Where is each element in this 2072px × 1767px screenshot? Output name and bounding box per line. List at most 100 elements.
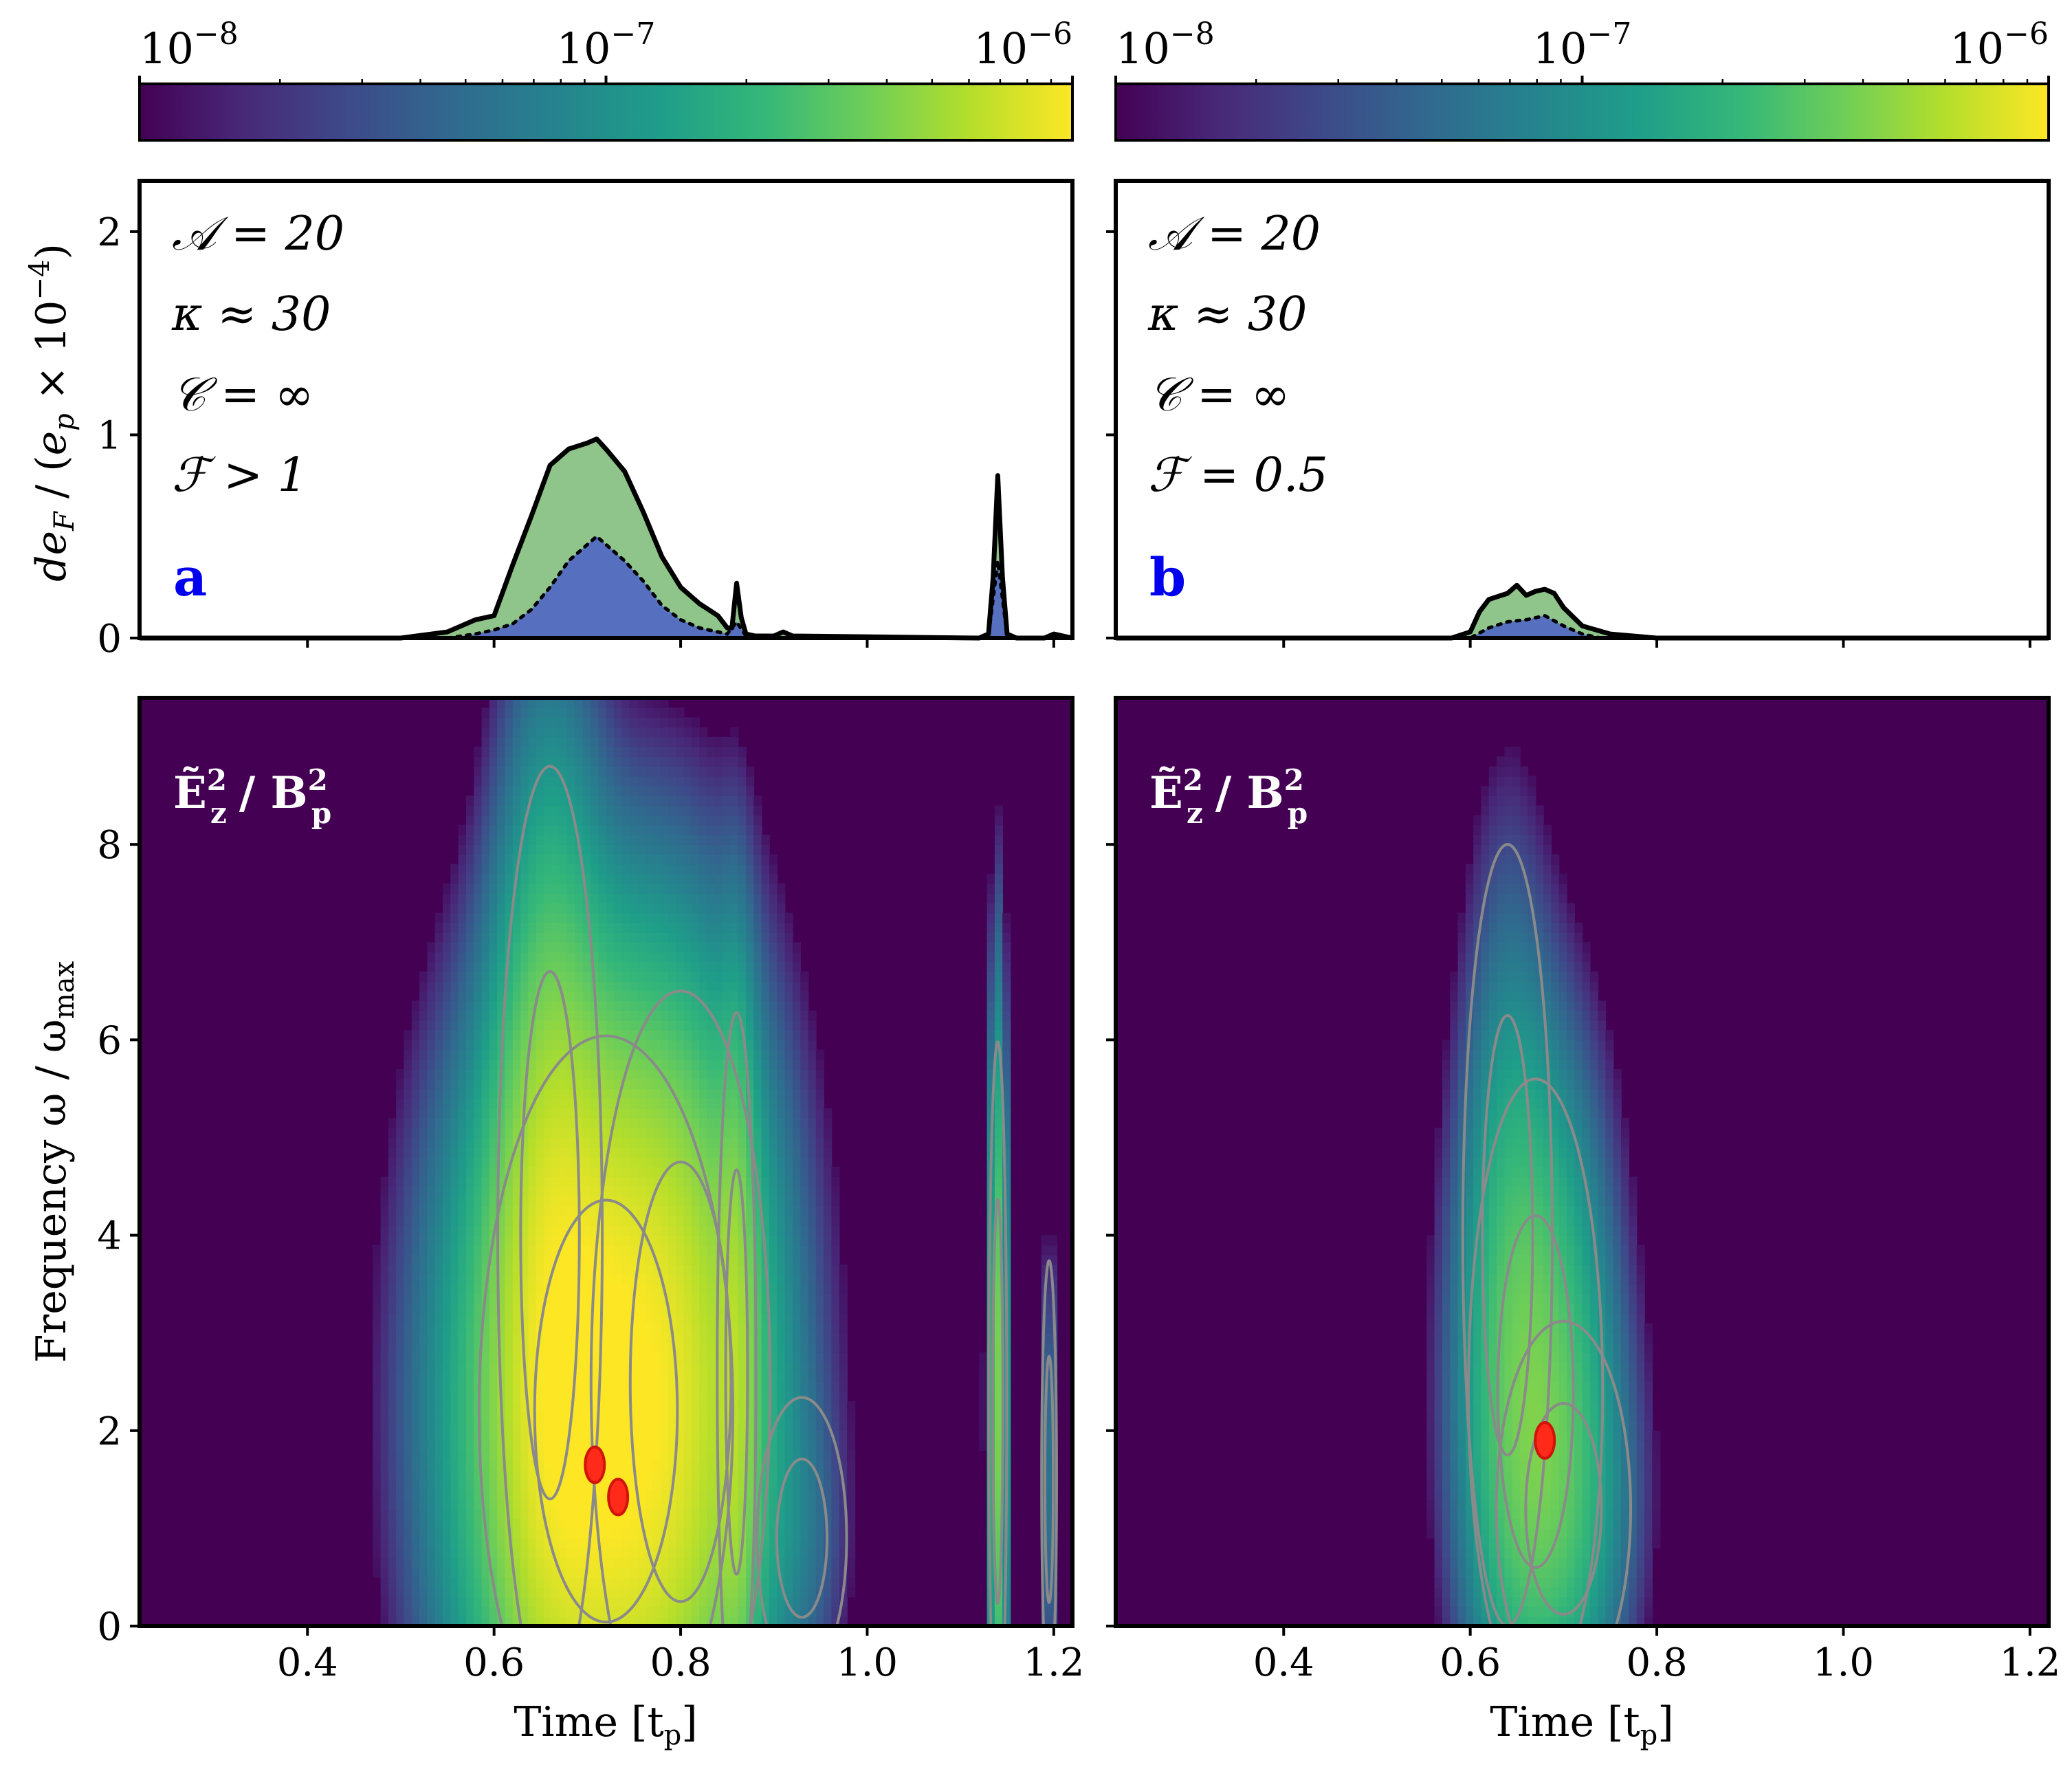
heat-cell <box>753 1108 762 1119</box>
heat-cell <box>691 1352 700 1363</box>
heat-cell <box>746 1225 755 1236</box>
heat-cell <box>691 727 700 738</box>
heat-cell <box>707 1596 716 1607</box>
heat-cell <box>714 1098 723 1109</box>
heat-cell <box>466 1557 475 1568</box>
heat-cell <box>683 1030 692 1041</box>
heat-cell <box>761 1167 770 1178</box>
heat-cell <box>450 1499 459 1510</box>
heat-cell <box>738 785 747 796</box>
heat-cell <box>699 1528 708 1539</box>
heat-cell <box>730 756 739 767</box>
heat-cell <box>668 1244 677 1255</box>
heat-cell <box>808 1059 817 1070</box>
heat-cell <box>676 903 685 914</box>
heat-cell <box>373 1411 382 1422</box>
heat-cell <box>792 1450 801 1461</box>
heat-cell <box>528 756 537 767</box>
heat-cell <box>645 1499 654 1510</box>
heat-cell <box>668 1372 677 1383</box>
heat-cell <box>528 824 537 835</box>
heat-cell <box>512 1411 521 1422</box>
heat-cell <box>443 1469 452 1480</box>
heat-cell <box>792 1420 801 1431</box>
heat-cell <box>582 971 591 982</box>
heat-cell <box>404 1167 412 1178</box>
heat-cell <box>637 1567 646 1578</box>
heat-cell <box>575 1450 584 1461</box>
heat-cell <box>691 1401 700 1412</box>
heat-cell <box>396 1430 405 1441</box>
heat-cell <box>497 1499 506 1510</box>
heat-cell <box>559 1088 568 1099</box>
heat-cell <box>575 776 584 787</box>
heat-cell <box>520 1518 529 1529</box>
heat-cell <box>761 903 770 914</box>
heat-cell <box>489 1304 498 1315</box>
colorbar-tick-label: 10−8 <box>1116 17 1215 74</box>
heat-cell <box>606 844 615 855</box>
heat-cell <box>637 717 646 728</box>
heat-cell <box>458 873 467 884</box>
heat-cell <box>505 1098 514 1109</box>
heat-cell <box>512 1528 521 1539</box>
heat-cell <box>683 747 692 758</box>
heat-cell <box>714 815 723 826</box>
heat-cell <box>528 922 537 933</box>
heat-cell <box>373 1430 382 1441</box>
heat-cell <box>652 1235 661 1246</box>
heat-cell <box>551 1118 560 1129</box>
heat-cell <box>699 952 708 963</box>
heat-cell <box>668 1128 677 1139</box>
heat-cell <box>528 1587 537 1598</box>
heat-cell <box>645 1088 654 1099</box>
heat-cell <box>466 1372 475 1383</box>
heat-cell <box>730 1274 739 1285</box>
heat-cell <box>551 1323 560 1334</box>
heat-cell <box>629 1587 638 1598</box>
heat-cell <box>668 1557 677 1568</box>
heat-cell <box>621 1020 630 1031</box>
heat-cell <box>613 1284 622 1295</box>
heat-cell <box>512 1167 521 1178</box>
heat-cell <box>404 1479 412 1490</box>
heat-cell <box>738 1274 747 1285</box>
heat-cell <box>575 1479 584 1490</box>
heat-cell <box>544 844 553 855</box>
heat-cell <box>458 1411 467 1422</box>
heat-cell <box>434 1244 443 1255</box>
heat-cell <box>606 1216 615 1227</box>
heat-cell <box>699 747 708 758</box>
heat-cell <box>606 1244 615 1255</box>
heat-cell <box>427 1548 436 1559</box>
heat-cell <box>481 707 490 718</box>
heat-cell <box>505 1284 514 1295</box>
heat-cell <box>411 1284 420 1295</box>
heat-cell <box>544 1020 553 1031</box>
heat-cell <box>489 873 498 884</box>
heat-cell <box>699 1274 708 1285</box>
heat-cell <box>769 1440 778 1451</box>
heat-cell <box>567 932 576 943</box>
heat-cell <box>512 1059 521 1070</box>
panel-label-a: a <box>173 547 207 608</box>
heat-cell <box>575 1381 584 1392</box>
heat-cell <box>582 1000 591 1011</box>
heat-cell <box>559 1118 568 1129</box>
heat-cell <box>777 1332 786 1343</box>
series-total-line <box>140 436 1073 641</box>
heat-cell <box>411 1411 420 1422</box>
heat-cell <box>559 884 568 894</box>
heat-cell <box>621 747 630 758</box>
heat-cell <box>645 1420 654 1431</box>
heat-cell <box>559 1167 568 1178</box>
heat-cell <box>777 1538 786 1549</box>
heat-cell <box>691 1196 700 1207</box>
heat-cell <box>450 1391 459 1402</box>
heat-cell <box>753 903 762 914</box>
heat-cell <box>489 1332 498 1343</box>
heat-cell <box>481 1479 490 1490</box>
heat-cell <box>723 766 731 777</box>
heat-cell <box>528 912 537 923</box>
heat-cell <box>645 1000 654 1011</box>
